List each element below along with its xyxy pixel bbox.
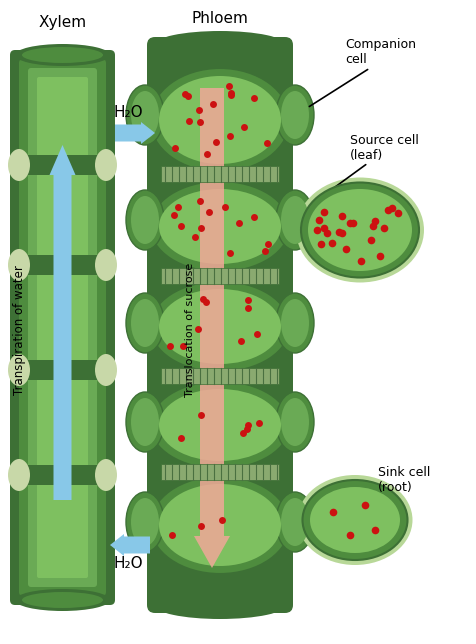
Ellipse shape — [131, 196, 159, 244]
Ellipse shape — [308, 189, 412, 271]
Ellipse shape — [276, 392, 314, 452]
Ellipse shape — [8, 249, 30, 281]
Ellipse shape — [150, 381, 290, 469]
Ellipse shape — [95, 354, 117, 386]
Ellipse shape — [131, 91, 159, 139]
Ellipse shape — [276, 85, 314, 145]
Bar — [161, 464, 279, 480]
Ellipse shape — [298, 475, 413, 565]
Text: Phloem: Phloem — [191, 10, 248, 26]
Ellipse shape — [126, 392, 164, 452]
FancyBboxPatch shape — [10, 50, 115, 605]
Text: Transpiration of water: Transpiration of water — [13, 265, 27, 395]
Bar — [161, 166, 279, 182]
Ellipse shape — [159, 189, 281, 264]
Text: H₂O: H₂O — [113, 556, 143, 571]
Ellipse shape — [281, 91, 309, 139]
Ellipse shape — [150, 181, 290, 272]
Ellipse shape — [95, 459, 117, 491]
FancyArrow shape — [194, 88, 230, 568]
Ellipse shape — [159, 484, 281, 566]
Ellipse shape — [126, 190, 164, 250]
Bar — [17, 465, 108, 485]
Ellipse shape — [95, 249, 117, 281]
Ellipse shape — [159, 389, 281, 461]
Ellipse shape — [22, 592, 103, 608]
Text: Source cell
(leaf): Source cell (leaf) — [350, 134, 419, 162]
FancyArrow shape — [115, 122, 155, 144]
Ellipse shape — [131, 498, 159, 546]
Ellipse shape — [22, 47, 103, 63]
Text: Companion
cell: Companion cell — [345, 38, 416, 66]
Ellipse shape — [301, 182, 419, 278]
Ellipse shape — [150, 281, 290, 372]
Ellipse shape — [131, 398, 159, 446]
Ellipse shape — [159, 76, 281, 164]
Ellipse shape — [154, 591, 286, 619]
Text: Translocation of sucrose: Translocation of sucrose — [185, 263, 195, 397]
Ellipse shape — [310, 487, 400, 553]
Ellipse shape — [150, 476, 290, 574]
Ellipse shape — [281, 196, 309, 244]
Bar — [17, 360, 108, 380]
Ellipse shape — [296, 178, 424, 283]
Ellipse shape — [126, 85, 164, 145]
Bar — [161, 268, 279, 284]
Ellipse shape — [276, 190, 314, 250]
Ellipse shape — [303, 480, 407, 560]
Ellipse shape — [95, 149, 117, 181]
Bar — [161, 368, 279, 384]
Ellipse shape — [281, 498, 309, 546]
Ellipse shape — [8, 459, 30, 491]
Text: Sink cell
(root): Sink cell (root) — [378, 466, 430, 494]
Ellipse shape — [281, 299, 309, 347]
Ellipse shape — [126, 293, 164, 353]
Ellipse shape — [276, 293, 314, 353]
Ellipse shape — [8, 354, 30, 386]
FancyArrow shape — [50, 145, 76, 500]
Ellipse shape — [159, 289, 281, 364]
Bar — [17, 255, 108, 275]
Ellipse shape — [126, 492, 164, 552]
Text: H₂O: H₂O — [113, 104, 143, 120]
Ellipse shape — [15, 589, 110, 611]
FancyArrow shape — [110, 534, 150, 556]
Text: Xylem: Xylem — [39, 15, 87, 30]
Ellipse shape — [281, 398, 309, 446]
Ellipse shape — [131, 299, 159, 347]
Bar — [17, 155, 108, 175]
FancyBboxPatch shape — [147, 37, 293, 613]
Ellipse shape — [8, 149, 30, 181]
Ellipse shape — [154, 31, 286, 59]
Ellipse shape — [15, 44, 110, 66]
FancyBboxPatch shape — [19, 59, 106, 596]
Ellipse shape — [276, 492, 314, 552]
FancyBboxPatch shape — [37, 77, 88, 578]
FancyBboxPatch shape — [28, 68, 97, 587]
Ellipse shape — [150, 68, 290, 172]
